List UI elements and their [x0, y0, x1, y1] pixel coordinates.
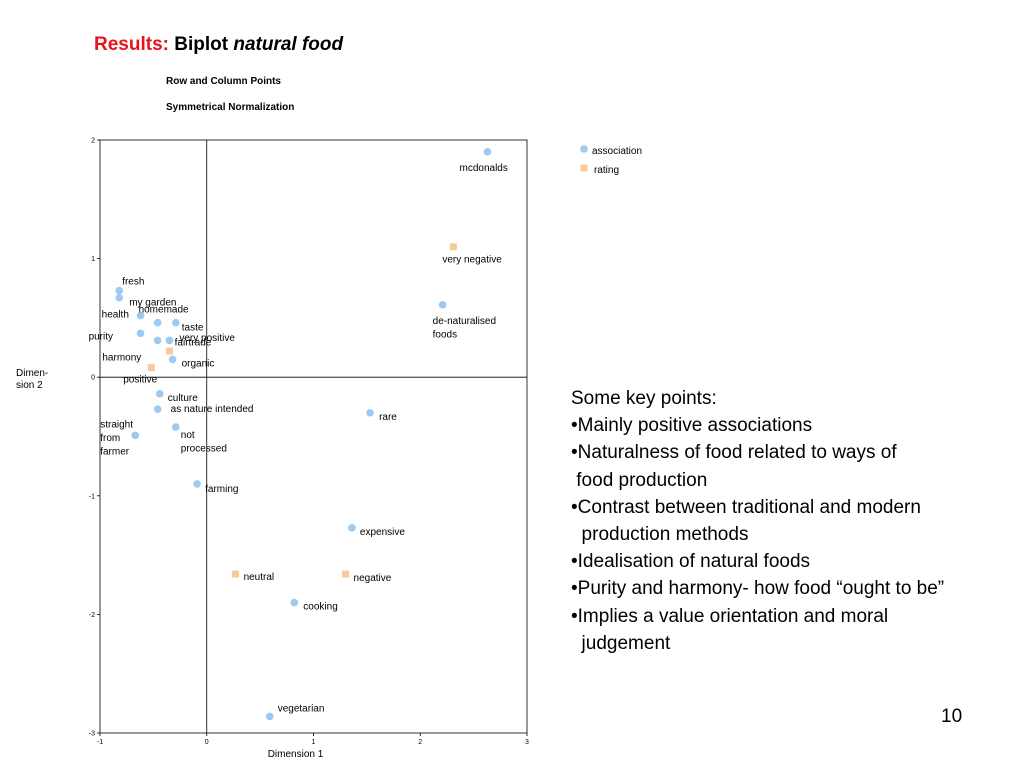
- point-label: health: [102, 310, 129, 321]
- point-label: expensive: [360, 527, 405, 538]
- point-label: mcdonalds: [460, 163, 508, 174]
- key-points-heading: Some key points:: [571, 388, 717, 409]
- point-association: [153, 318, 162, 327]
- slide-title-italic: natural food: [233, 34, 344, 55]
- point-label: purity: [89, 331, 113, 342]
- point-association: [265, 712, 274, 721]
- point-label: culture: [168, 393, 198, 404]
- point-association: [168, 355, 177, 364]
- point-label: my garden: [129, 298, 176, 309]
- y-tick-label: 2: [91, 138, 95, 145]
- point-rating: [165, 347, 173, 355]
- key-points: Some key points: •Mainly positive associ…: [571, 385, 944, 657]
- point-label: very negative: [442, 255, 502, 266]
- point-label: cooking: [303, 602, 337, 613]
- point-association: [153, 336, 162, 345]
- chart-title: Row and Column Points: [166, 76, 281, 87]
- point-label: fairtrade: [175, 337, 212, 348]
- chart-subtitle: Symmetrical Normalization: [166, 102, 295, 113]
- point-rating: [449, 243, 457, 251]
- legend-label: association: [592, 146, 642, 157]
- point-association: [290, 598, 299, 607]
- point-association: [131, 431, 140, 440]
- plot-frame: [99, 139, 528, 734]
- point-association: [165, 336, 174, 345]
- x-axis-label: Dimension 1: [268, 749, 324, 760]
- key-point-line: judgement: [571, 632, 671, 654]
- x-tick-label: -1: [97, 739, 103, 746]
- point-label: organic: [182, 358, 215, 369]
- slide-title: Results: Biplot natural food: [94, 34, 343, 56]
- point-label: straight from farmer: [100, 419, 133, 457]
- point-rating: [232, 570, 240, 578]
- y-axis-label-line: sion 2: [16, 380, 43, 391]
- slide-title-prefix: Results:: [94, 34, 169, 55]
- point-label: vegetarian: [278, 703, 325, 714]
- y-tick-label: -3: [89, 731, 95, 738]
- point-label: harmony: [102, 352, 141, 363]
- legend-marker-association: [580, 145, 588, 153]
- x-tick-label: 1: [312, 739, 316, 746]
- point-label: negative: [354, 573, 392, 584]
- x-tick-label: 0: [205, 739, 209, 746]
- point-rating: [342, 570, 350, 578]
- point-label: fresh: [122, 277, 144, 288]
- point-label: neutral: [244, 572, 275, 583]
- y-tick-label: -2: [89, 612, 95, 619]
- point-label: very positive: [179, 333, 235, 344]
- key-point-line: •Mainly positive associations: [571, 415, 813, 437]
- key-points-list: •Mainly positive associations •Naturalnes…: [571, 412, 944, 657]
- slide-title-main: Biplot: [174, 34, 229, 55]
- point-association: [171, 318, 180, 327]
- y-axis-label: Dimen-sion 2: [16, 368, 48, 392]
- point-label: homemade: [139, 305, 189, 316]
- point-association: [483, 148, 492, 156]
- legend-label: rating: [594, 165, 619, 176]
- point-association: [115, 286, 124, 295]
- key-point-line: •Contrast between traditional and modern: [571, 496, 921, 518]
- point-association: [193, 480, 201, 488]
- point-association: [153, 405, 162, 414]
- key-point-line: •Idealisation of natural foods: [571, 551, 811, 573]
- x-tick-label: 3: [525, 739, 529, 746]
- point-label: not processed: [181, 430, 227, 455]
- point-association: [348, 524, 356, 532]
- y-axis-label-line: Dimen-: [16, 368, 49, 379]
- point-association: [136, 311, 145, 320]
- point-label: as nature intended: [171, 404, 254, 415]
- point-label: taste: [182, 323, 204, 334]
- page-number: 10: [941, 706, 963, 727]
- key-point-line: •Naturalness of food related to ways of: [571, 442, 897, 464]
- y-tick-label: 0: [91, 375, 95, 382]
- point-association: [438, 301, 447, 309]
- key-point-line: •Purity and harmony- how food “ought to …: [571, 578, 945, 600]
- point-association: [171, 423, 180, 431]
- key-point-line: •Implies a value orientation and moral: [571, 605, 889, 627]
- point-rating: [147, 364, 155, 372]
- x-tick-label: 2: [418, 739, 422, 746]
- point-label: rare: [379, 412, 397, 423]
- key-point-line: food production: [571, 469, 708, 491]
- point-label: farming: [205, 484, 238, 495]
- point-association: [366, 408, 374, 417]
- y-tick-label: 1: [91, 256, 95, 263]
- y-tick-label: -1: [89, 493, 95, 500]
- point-association: [115, 293, 124, 302]
- point-association: [155, 390, 164, 398]
- key-point-line: production methods: [571, 524, 749, 546]
- point-label: positive: [123, 375, 157, 386]
- legend-marker-rating: [580, 164, 588, 172]
- point-association: [136, 329, 145, 338]
- point-label: de-naturalised foods: [433, 316, 496, 341]
